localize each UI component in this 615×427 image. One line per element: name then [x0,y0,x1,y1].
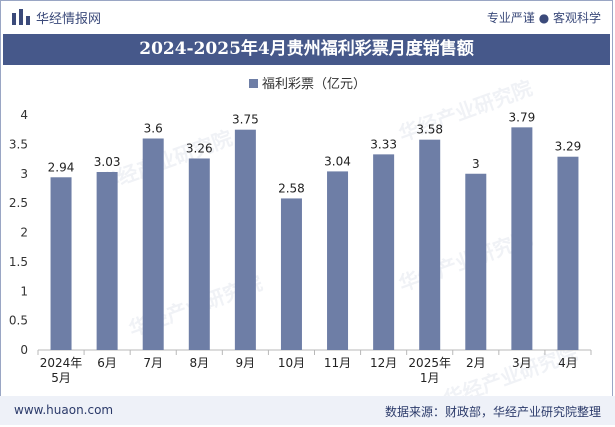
bar-value-label: 3.6 [144,122,163,136]
x-tick-label: 2024年 5月 [40,356,83,385]
legend-label: 福利彩票（亿元） [261,77,366,92]
y-tick-label: 3 [20,167,28,181]
bar [465,173,487,350]
y-tick-label: 0.5 [9,314,28,328]
y-tick-label: 2.5 [9,196,28,210]
bar [188,158,210,350]
top-bar: 华经情报网 专业严谨 ● 客观科学 [0,0,615,34]
y-tick-label: 3.5 [9,137,28,151]
bar [280,198,302,350]
bar-value-label: 3.04 [324,154,351,168]
bar-value-label: 3.33 [370,137,397,151]
legend: 福利彩票（亿元） [0,73,615,92]
bar-value-label: 3.26 [186,141,213,155]
bar [327,171,349,350]
x-tick-label: 8月 [189,356,209,370]
x-tick-label: 2025年 1月 [408,356,451,385]
footer: www.huaon.com 数据来源：财政部，华经产业研究院整理 [0,396,615,425]
x-tick-label: 6月 [97,356,117,370]
y-tick-label: 1.5 [9,255,28,269]
bar-value-label: 3.79 [509,110,536,124]
bar-logo-icon [12,9,30,25]
y-tick-label: 4 [20,108,28,122]
title-band: 2024-2025年4月贵州福利彩票月度销售额 [3,34,610,65]
bar-value-label: 3 [472,157,480,171]
data-source: 数据来源：财政部，华经产业研究院整理 [384,405,601,419]
y-tick-label: 2 [20,226,28,240]
bar-value-label: 2.58 [278,181,305,195]
bar-value-label: 2.94 [48,160,75,174]
bar-value-label: 3.75 [232,113,259,127]
bar [419,139,441,350]
x-tick-label: 2月 [466,356,486,370]
tagline: 专业严谨 ● 客观科学 [486,11,601,25]
y-tick-label: 0 [20,343,28,357]
bar-value-label: 3.29 [555,140,582,154]
website-link[interactable]: www.huaon.com [14,403,114,417]
chart-title: 2024-2025年4月贵州福利彩票月度销售额 [139,39,474,59]
bar-value-label: 3.03 [94,155,121,169]
x-tick-label: 11月 [324,356,351,370]
x-tick-label: 10月 [278,356,305,370]
bar [234,129,256,350]
bar [142,138,164,350]
brand-name: 华经情报网 [36,12,102,27]
x-tick-label: 12月 [370,356,397,370]
bar-value-label: 3.58 [416,123,443,137]
bar [373,154,395,350]
bar [557,156,579,350]
x-tick-label: 7月 [143,356,163,370]
legend-swatch [248,79,258,88]
y-tick-label: 1 [20,284,28,298]
bar [50,177,72,350]
x-tick-label: 3月 [512,356,532,370]
x-tick-label: 4月 [558,356,578,370]
x-tick-label: 9月 [236,356,256,370]
bar [511,127,533,351]
bar [96,171,118,350]
